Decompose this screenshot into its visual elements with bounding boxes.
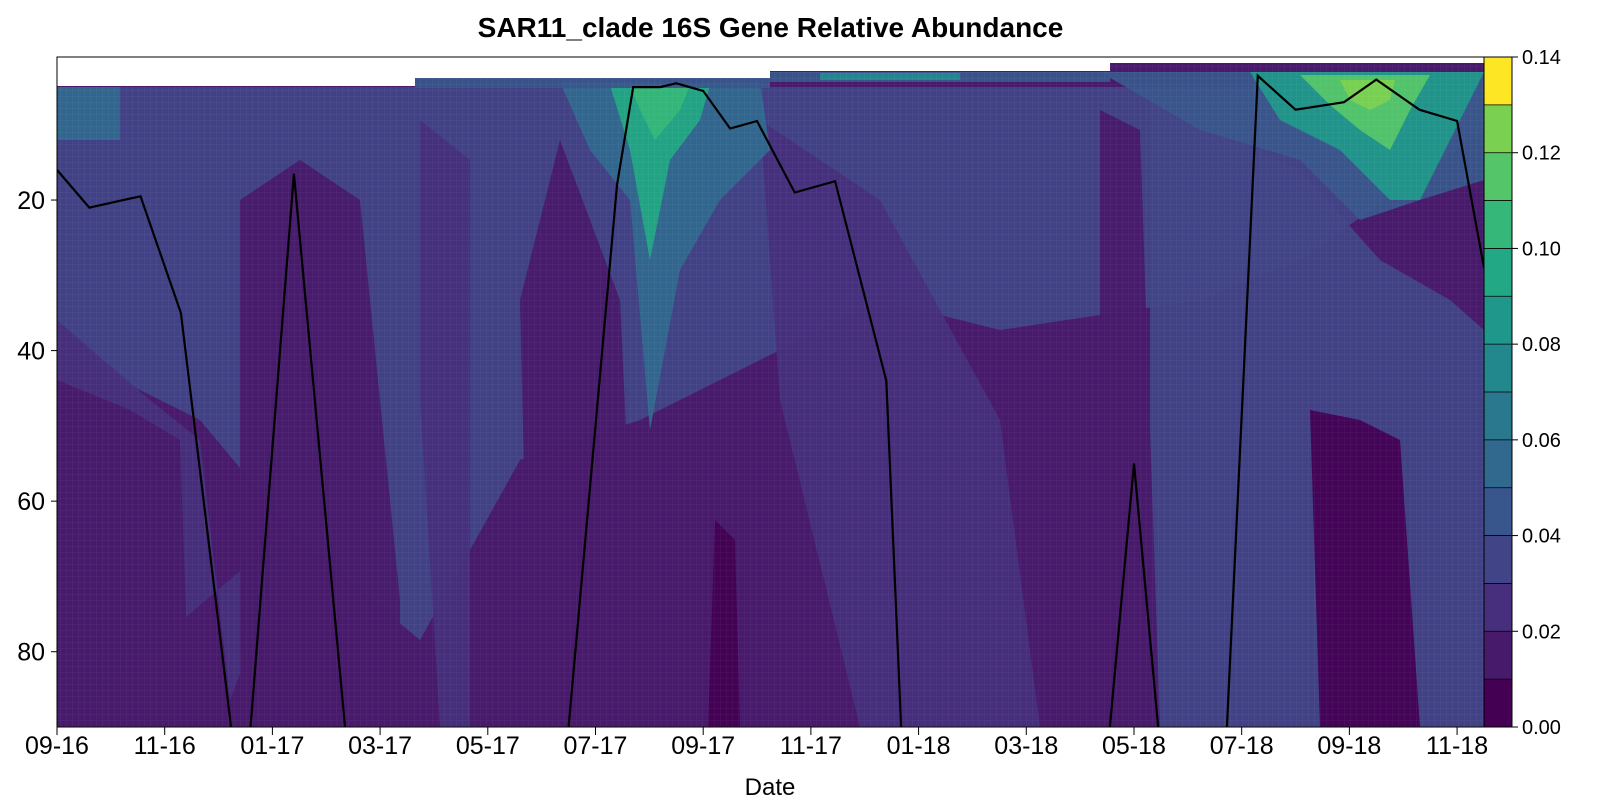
colorbar-tick-label: 0.02 [1522,621,1561,643]
colorbar-swatch [1484,296,1512,345]
colorbar-swatch [1484,57,1512,105]
y-axis: 20 40 60 80 [17,187,57,667]
colorbar-swatch [1484,392,1512,440]
x-tick-label: 07-18 [1210,732,1274,760]
x-axis-label: Date [745,774,796,800]
colorbar-tick-label: 0.06 [1522,430,1561,452]
y-tick-label: 80 [17,639,45,667]
colorbar-tick-label: 0.10 [1522,238,1561,260]
colorbar-swatch [1484,248,1512,297]
colorbar-swatch [1484,200,1512,249]
colorbar-swatch [1484,631,1512,680]
x-axis: 09-16 11-16 01-17 03-17 05-17 07-17 09-17 11-17… [25,727,1488,760]
colorbar-tick-label: 0.14 [1522,47,1561,69]
colorbar-swatch [1484,679,1512,727]
x-tick-label: 11-16 [134,732,196,760]
x-tick-label: 11-17 [780,732,842,760]
x-tick-label: 05-17 [456,732,520,760]
colorbar-swatch [1484,583,1512,632]
colorbar-tick-label: 0.04 [1522,526,1561,548]
colorbar-frame [1483,56,1513,728]
colorbar-swatch [1484,104,1512,153]
x-tick-label: 01-17 [240,732,304,760]
x-tick-label: 09-17 [671,732,735,760]
colorbar-swatch [1484,487,1512,536]
x-tick-label: 05-18 [1102,732,1166,760]
x-tick-label: 09-16 [25,732,89,760]
colorbar-tick-label: 0.00 [1522,717,1561,739]
x-tick-label: 09-18 [1317,732,1381,760]
colorbar-swatch [1484,439,1512,488]
y-tick-label: 20 [17,187,45,215]
colorbar-swatch [1484,535,1512,584]
colorbar-swatch [1484,344,1512,392]
colorbar-tick-label: 0.08 [1522,334,1561,356]
x-tick-label: 03-17 [348,732,412,760]
x-tick-label: 07-17 [564,732,628,760]
x-tick-label: 03-18 [994,732,1058,760]
y-tick-label: 60 [17,488,45,516]
y-tick-label: 40 [17,338,45,366]
chart-title: SAR11_clade 16S Gene Relative Abundance [477,12,1064,43]
colorbar-swatch [1484,152,1512,201]
x-tick-label: 01-18 [887,732,951,760]
grid-texture [57,57,1484,727]
colorbar: 0.00 0.02 0.04 0.06 0.08 0.10 0.12 0.14 [1483,47,1561,739]
colorbar-tick-label: 0.12 [1522,143,1561,165]
x-tick-label: 11-18 [1426,732,1488,760]
plot-area [57,57,1484,727]
mixed-layer-line [57,73,1484,727]
